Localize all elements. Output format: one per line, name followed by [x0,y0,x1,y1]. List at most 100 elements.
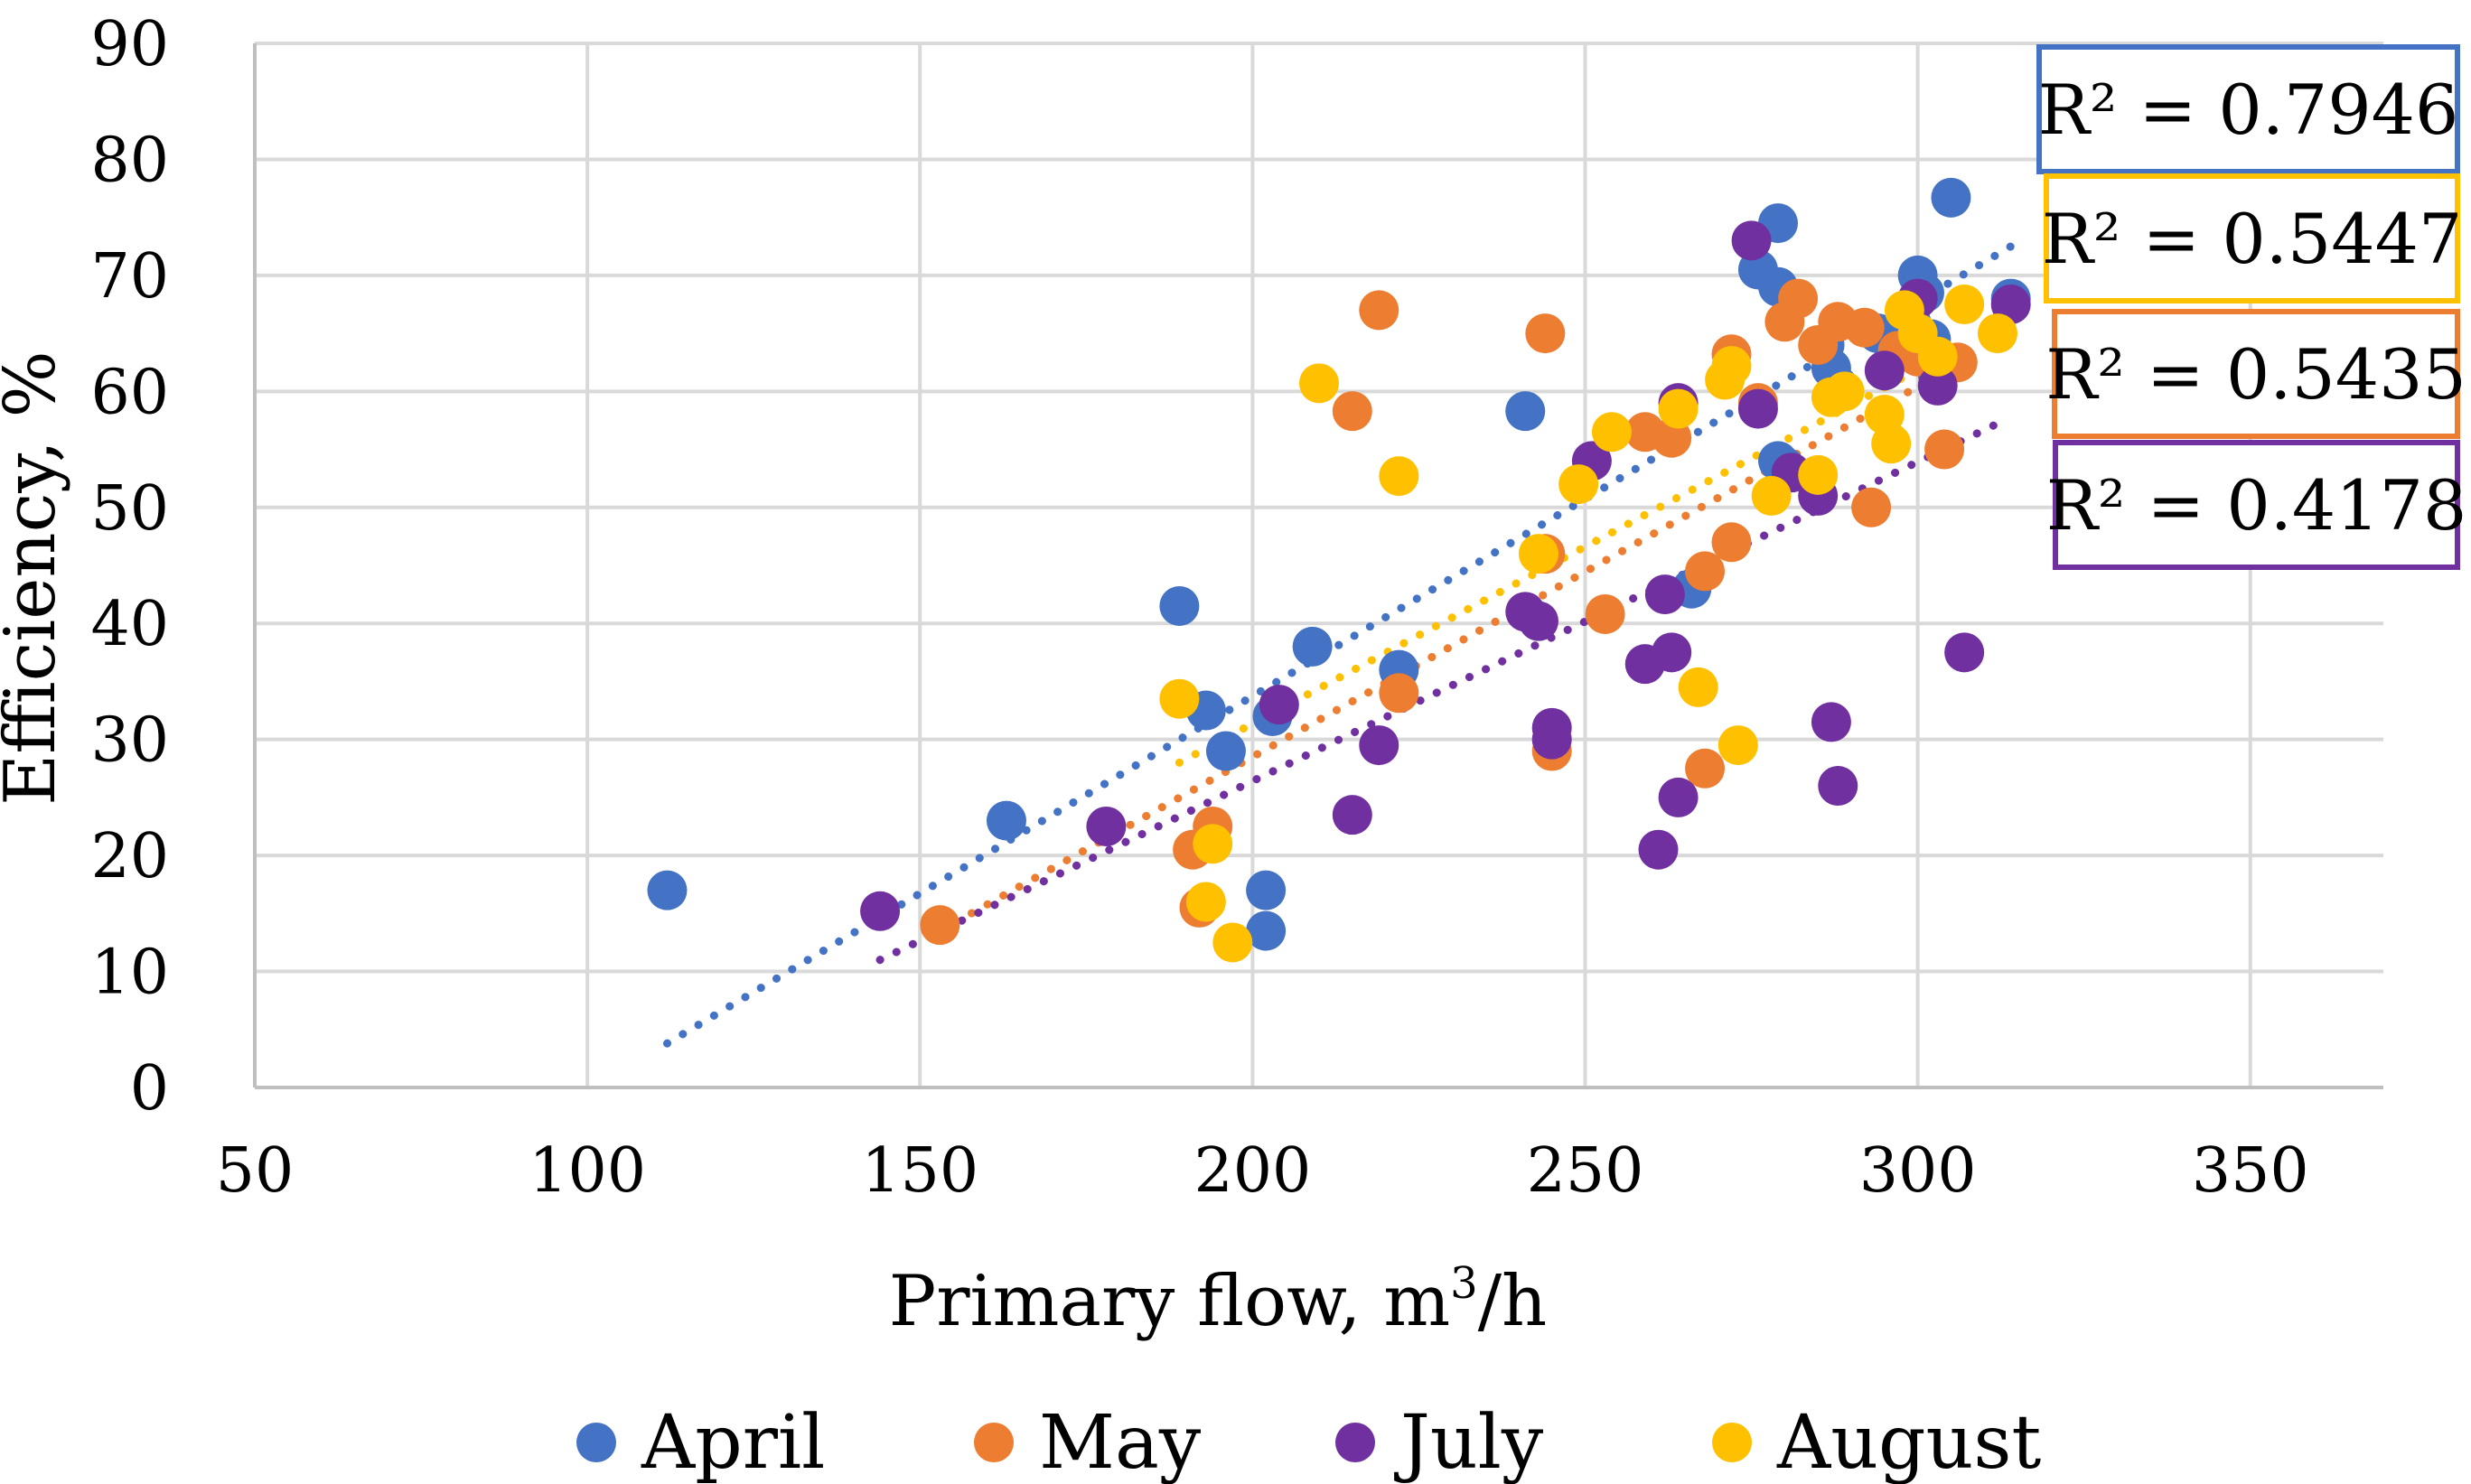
point-july [1652,632,1692,673]
point-april [1246,910,1287,951]
x-axis-title-main: Primary flow, m [889,1261,1450,1342]
point-august [1193,824,1233,864]
legend-item-july: July [1335,1400,1544,1484]
point-may [1379,673,1419,714]
y-tick-label: 20 [90,821,169,892]
y-tick-label: 70 [90,241,169,313]
legend-marker [576,1423,616,1462]
point-august [1185,882,1226,922]
series-august [1159,285,2017,963]
x-tick-label: 350 [2192,1135,2309,1207]
point-may [1851,487,1892,527]
legend-label: April [641,1400,825,1484]
point-august [1718,725,1758,766]
x-tick-label: 200 [1193,1135,1311,1207]
point-july [1818,766,1858,807]
legend-label: May [1039,1400,1202,1484]
r2-box-august: R² = 0.5447 [2042,173,2463,303]
y-tick-label: 10 [90,938,169,1009]
axis-titles: Efficiency, % Primary flow, m3/h [0,350,1547,1342]
r2-box-april: R² = 0.7946 [2036,44,2460,174]
point-july [1658,777,1699,817]
y-tick-label: 30 [90,705,169,777]
point-july [1531,719,1572,760]
point-may [1332,391,1372,432]
y-tick-label: 0 [130,1053,169,1125]
point-august [1751,475,1792,516]
point-july [1638,829,1679,870]
x-tick-label: 100 [529,1135,646,1207]
legend-label: July [1394,1400,1544,1484]
point-august [1379,456,1419,497]
legend-item-may: May [974,1400,1202,1484]
point-may [1924,429,1965,470]
point-august [1678,667,1718,707]
legend-marker [1335,1423,1375,1462]
series-july [860,220,2031,931]
point-may [1778,278,1819,319]
point-july [1359,725,1399,766]
point-august [1518,534,1558,574]
axes: 0 10 20 30 40 50 60 70 80 90 50 100 150 200 250 300 350 [90,9,2383,1207]
point-august [1977,313,2017,354]
point-april [647,870,688,910]
legend: April May July August [576,1400,2041,1484]
point-august [1798,454,1839,495]
trendline-may [935,364,1955,936]
data-points [647,177,2031,963]
y-tick-label: 80 [90,125,169,196]
legend-item-april: April [576,1400,825,1484]
y-axis-title: Efficiency, % [0,350,71,805]
r2-label: R² = 0.4178 [2046,465,2467,546]
point-august [1711,346,1752,387]
point-august [1658,388,1699,429]
r2-box-july: R² = 0.4178 [2046,440,2467,570]
point-august [1871,424,1912,464]
point-august [1159,678,1200,719]
r2-label: R² = 0.5435 [2045,334,2466,415]
y-tick-label: 90 [90,9,169,80]
point-july [1644,574,1685,615]
point-may [1685,748,1726,789]
point-april [1505,391,1546,432]
r2-label: R² = 0.5447 [2042,199,2463,279]
point-may [1359,290,1399,331]
point-august [1944,285,1985,324]
x-axis-title: Primary flow, m3/h [889,1258,1547,1342]
r-squared-boxes: R² = 0.7946 R² = 0.5447 R² = 0.5435 R² = 0.… [2036,44,2467,570]
point-july [860,891,901,931]
series-april [647,177,2031,951]
point-july [1864,350,1905,391]
point-april [1205,731,1246,771]
point-july [1518,601,1558,641]
point-august [1591,412,1632,453]
r2-box-border [2036,44,2460,174]
legend-label: August [1776,1400,2041,1484]
r2-box-border [2052,309,2460,439]
point-august [1824,371,1865,412]
point-april [1931,177,1971,218]
point-july [1944,632,1985,673]
point-july [1731,220,1772,261]
point-july [1737,388,1778,429]
x-tick-label: 300 [1859,1135,1977,1207]
point-july [1259,685,1299,725]
y-tick-label: 50 [90,473,169,545]
point-may [1585,593,1625,634]
point-april [1159,585,1200,626]
y-tick-label: 40 [90,589,169,660]
point-august [1917,336,1958,377]
x-tick-label: 150 [861,1135,978,1207]
r2-box-border [2053,440,2460,570]
point-may [1685,551,1726,592]
x-tick-label: 250 [1527,1135,1644,1207]
point-may [1844,307,1885,348]
x-tick-label: 50 [216,1135,295,1207]
trendline-april [662,242,2016,1048]
point-july [1811,702,1851,742]
legend-marker [974,1423,1014,1462]
point-july [1917,365,1958,406]
point-august [1212,922,1253,963]
point-july [1086,807,1127,846]
